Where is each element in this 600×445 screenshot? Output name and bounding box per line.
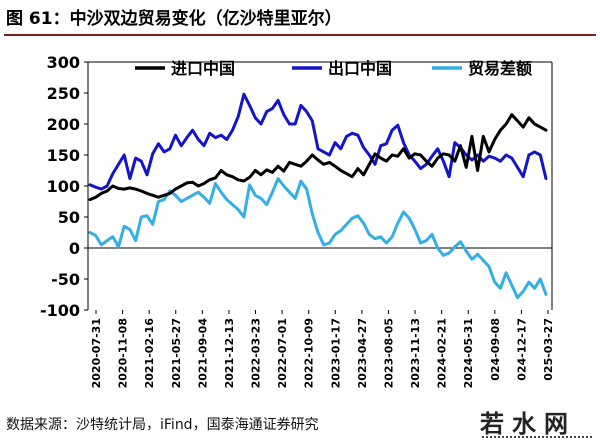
y-tick-label: 100 xyxy=(47,177,80,196)
y-tick-label: -50 xyxy=(51,270,80,289)
x-tick-label: 2022-10-09 xyxy=(303,318,316,388)
x-tick-label: 2023-08-05 xyxy=(382,318,395,388)
x-tick-label: 2023-11-13 xyxy=(409,318,422,388)
x-tick-label: 2021-12-13 xyxy=(223,318,236,388)
title-divider xyxy=(4,34,596,36)
x-tick-label: 2022-03-23 xyxy=(250,318,263,388)
legend-label: 出口中国 xyxy=(328,59,392,78)
x-tick-label: 2021-09-04 xyxy=(196,318,209,389)
axes: -100 -50 0 50 100 150 200 250 300 2020-07-31 2020-… xyxy=(40,53,555,388)
series-line-1 xyxy=(88,113,548,202)
x-tick-label: 2022-07-01 xyxy=(276,318,289,388)
x-tick-label: 2023-01-17 xyxy=(329,318,342,388)
chart-title: 图 61：中沙双边贸易变化（亿沙特里亚尔） xyxy=(6,9,342,29)
series-line-2 xyxy=(88,92,548,191)
x-tick-label: 024-12-17 xyxy=(515,318,528,381)
legend: 进口中国 出口中国 贸易差额 xyxy=(135,59,532,78)
y-tick-label: 200 xyxy=(47,115,80,134)
x-tick-label: 024-09-08 xyxy=(489,318,502,381)
series-lines xyxy=(88,92,548,300)
x-tick-label: 2023-04-27 xyxy=(356,318,369,388)
y-tick-label: -100 xyxy=(40,301,80,320)
y-tick-label: 50 xyxy=(58,208,80,227)
x-tick-label: 2020-07-31 xyxy=(90,318,103,388)
y-tick-label: 300 xyxy=(47,53,80,72)
x-tick-label: 2024-05-31 xyxy=(462,318,475,388)
x-tick-label: 2020-11-08 xyxy=(117,318,130,388)
y-tick-label: 250 xyxy=(47,84,80,103)
x-tick-label: 2024-02-21 xyxy=(436,318,449,388)
x-tick-label: 2021-05-27 xyxy=(170,318,183,388)
y-tick-label: 0 xyxy=(69,239,80,258)
legend-label: 贸易差额 xyxy=(468,59,532,78)
legend-label: 进口中国 xyxy=(171,59,235,78)
watermark-underline xyxy=(482,436,592,441)
x-tick-label: 2021-02-16 xyxy=(143,318,156,389)
watermark-logo: 若水网 xyxy=(480,410,576,438)
y-tick-label: 150 xyxy=(47,146,80,165)
series-line-3 xyxy=(88,177,548,300)
data-source-note: 数据来源：沙特统计局，iFind，国泰海通证券研究 xyxy=(6,417,319,433)
x-tick-label: 025-03-27 xyxy=(542,318,555,381)
